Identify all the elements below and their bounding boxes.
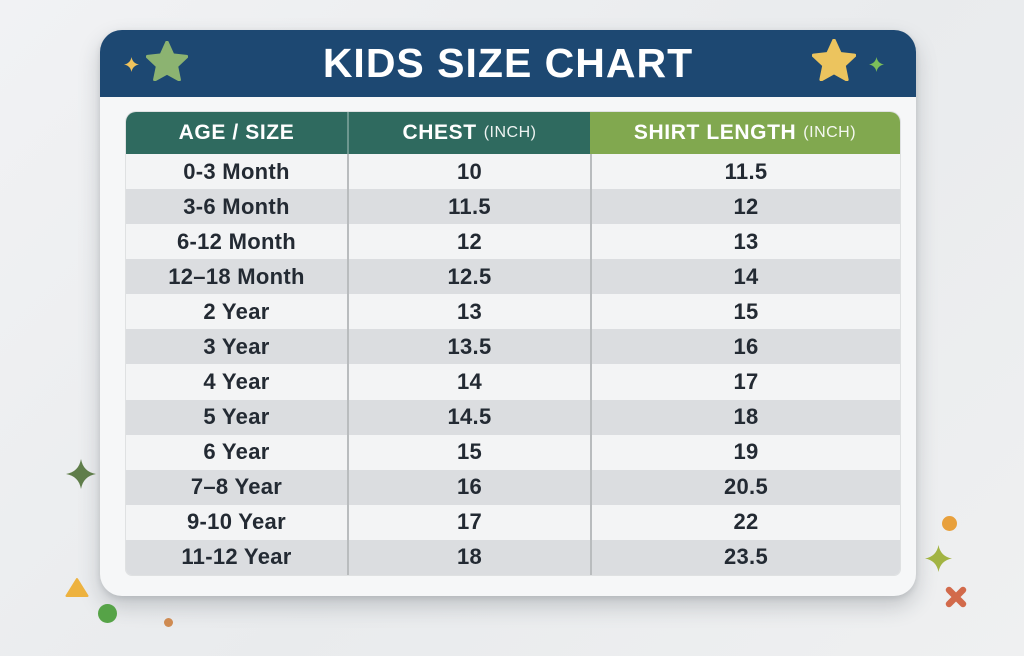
triangle-icon [64,577,90,603]
chest-cell: 17 [347,504,590,540]
length-cell: 15 [590,294,900,330]
table-body: 0-3 Month 10 11.5 3-6 Month 11.5 12 6-12 Month… [126,154,900,575]
page-title: KIDS SIZE CHART [322,40,694,86]
table-row: 7–8 Year 16 20.5 [126,469,900,505]
length-cell: 20.5 [590,469,900,505]
age-cell: 7–8 Year [190,474,283,500]
length-cell: 17 [590,364,900,400]
age-cell: 11-12 Year [181,544,292,570]
chest-cell: 12 [347,224,590,260]
chest-cell: 14.5 [347,399,590,435]
age-cell: 3-6 Month [183,193,290,219]
table-row: 12–18 Month 12.5 14 [126,259,900,295]
table-row: 3 Year 13.5 16 [126,329,900,365]
sparkle-icon [869,57,884,77]
table-row: 3-6 Month 11.5 12 [126,189,900,225]
length-cell: 18 [590,399,900,435]
length-cell: 11.5 [590,154,900,190]
header-label: CHEST [402,121,477,144]
age-cell: 4 Year [203,369,270,394]
table-row: 9-10 Year 17 22 [126,504,900,540]
length-cell: 14 [590,259,900,295]
x-icon [944,585,968,614]
star-icon [811,38,857,86]
sparkle-icon [66,459,96,494]
age-cell: 0-3 Month [183,158,290,184]
chest-cell: 10 [347,154,590,190]
header-unit: (INCH) [483,124,537,141]
age-cell: 2 Year [203,298,270,324]
sparkle-icon [124,57,139,77]
chest-cell: 11.5 [347,189,590,225]
table-row: 11-12 Year 18 23.5 [126,539,900,575]
table-header-row: AGE / SIZE CHEST (INCH) SHIRT LENGTH (IN… [126,112,900,154]
age-cell: 3 Year [203,333,270,359]
chest-cell: 12.5 [347,259,590,295]
length-cell: 12 [590,189,900,225]
header-age-size: AGE / SIZE [126,112,347,154]
table-row: 4 Year 14 17 [126,364,900,400]
table-row: 0-3 Month 10 11.5 [126,154,900,190]
size-table: AGE / SIZE CHEST (INCH) SHIRT LENGTH (IN… [126,112,900,575]
banner: KIDS SIZE CHART [100,30,916,97]
age-cell: 9-10 Year [187,509,286,535]
sparkle-icon [925,545,952,577]
age-cell: 6 Year [203,439,270,465]
table-row: 5 Year 14.5 18 [126,399,900,435]
age-cell: 12–18 Month [168,263,305,289]
chest-cell: 18 [347,539,590,575]
table-row: 6 Year 15 19 [126,434,900,470]
chest-cell: 15 [347,434,590,470]
header-chest: CHEST (INCH) [347,112,590,154]
header-shirt-length: SHIRT LENGTH (INCH) [590,112,900,154]
chest-cell: 13 [347,294,590,330]
age-cell: 6-12 Month [176,228,297,254]
chest-cell: 13.5 [347,329,590,365]
length-cell: 13 [590,224,900,260]
size-chart-card: KIDS SIZE CHART AGE / SIZE CHEST (INCH) … [100,30,916,596]
chest-cell: 14 [347,364,590,400]
dot-icon [98,604,117,628]
dot-icon [942,516,957,536]
table-row: 2 Year 13 15 [126,294,900,330]
age-cell: 5 Year [203,404,270,430]
length-cell: 19 [590,434,900,470]
length-cell: 23.5 [590,539,900,575]
header-unit: (INCH) [803,124,857,141]
length-cell: 22 [590,504,900,540]
dot-icon [164,614,173,632]
header-label: SHIRT LENGTH [633,121,797,144]
header-label: AGE / SIZE [178,121,295,144]
star-icon [145,40,189,86]
chest-cell: 16 [347,469,590,505]
length-cell: 16 [590,329,900,365]
table-row: 6-12 Month 12 13 [126,224,900,260]
